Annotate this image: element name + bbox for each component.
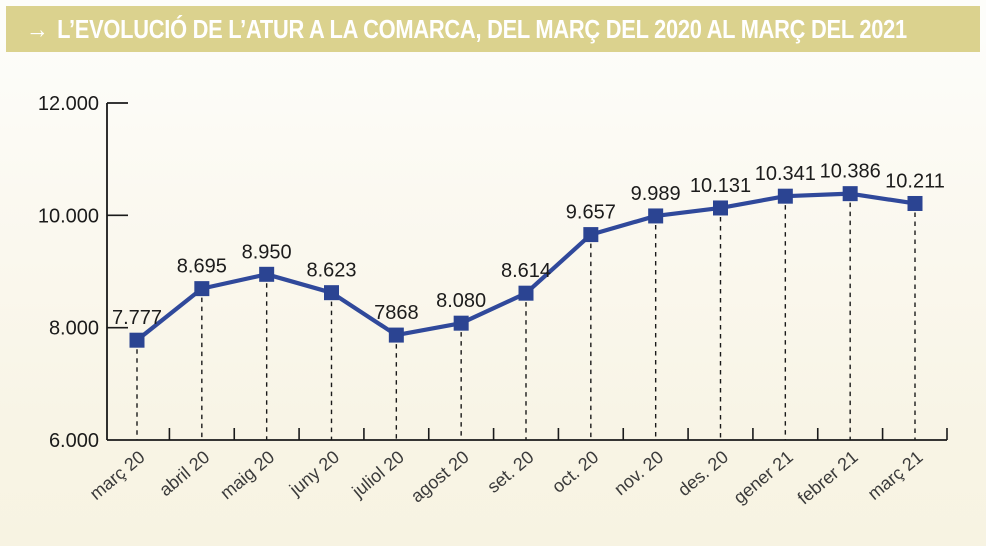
x-tick-label: abril 20 <box>155 447 213 500</box>
data-point-label: 10.386 <box>820 161 881 183</box>
arrow-right-icon: → <box>26 13 49 44</box>
y-tick-label: 6.000 <box>49 430 99 452</box>
x-tick-label: maig 20 <box>216 447 278 503</box>
y-tick-label: 8.000 <box>49 318 99 340</box>
x-tick-label: març 21 <box>864 447 927 504</box>
data-point-label: 10.211 <box>885 170 945 192</box>
chart-title: L’EVOLUCIÓ DE L’ATUR A LA COMARCA, DEL M… <box>57 14 907 44</box>
x-tick-label: des. 20 <box>674 447 732 500</box>
data-point-marker <box>777 188 793 204</box>
data-point-label: 10.131 <box>690 175 751 197</box>
data-point-marker <box>194 281 210 297</box>
data-point-label: 8.950 <box>242 241 292 263</box>
x-tick-label: agost 20 <box>407 447 473 507</box>
data-point-label: 7868 <box>374 302 419 324</box>
data-point-marker <box>713 200 728 216</box>
chart-svg: 12.000 10.000 8.000 6.000 7.777 8.695 8.950 8.6… <box>38 93 948 509</box>
data-point-label: 9.989 <box>631 183 681 205</box>
x-tick-label: gener 21 <box>730 447 797 508</box>
data-point-marker <box>907 195 923 211</box>
data-point-marker <box>453 315 469 331</box>
data-point-marker <box>842 186 858 202</box>
x-tick-label: febrer 21 <box>794 447 862 509</box>
x-tick-label: oct. 20 <box>548 447 602 497</box>
data-point-marker <box>648 208 664 224</box>
data-point-label: 8.614 <box>501 260 551 282</box>
y-tick-label: 10.000 <box>38 205 99 227</box>
x-tick-label: juny 20 <box>285 447 343 500</box>
data-point-label: 8.080 <box>436 290 486 312</box>
data-point-label: 9.657 <box>566 202 616 224</box>
data-point-marker <box>129 332 145 348</box>
x-tick-label: març 20 <box>86 447 149 504</box>
title-bar: → L’EVOLUCIÓ DE L’ATUR A LA COMARCA, DEL… <box>6 6 980 52</box>
x-tick-label: set. 20 <box>483 447 537 497</box>
title-inner: → L’EVOLUCIÓ DE L’ATUR A LA COMARCA, DEL… <box>26 13 907 44</box>
data-point-label: 8.623 <box>306 260 356 282</box>
data-point-marker <box>388 327 404 343</box>
chart-area: 12.000 10.000 8.000 6.000 7.777 8.695 8.950 8.6… <box>0 52 986 546</box>
data-point-label: 10.341 <box>755 163 816 185</box>
x-tick-label: juliol 20 <box>348 447 408 502</box>
data-point-label: 7.777 <box>112 307 162 329</box>
data-point-marker <box>583 227 599 243</box>
data-point-marker <box>324 285 339 301</box>
data-point-marker <box>259 266 275 282</box>
x-tick-label: nov. 20 <box>610 447 667 499</box>
data-point-marker <box>518 285 534 301</box>
data-point-label: 8.695 <box>177 256 227 278</box>
y-tick-label: 12.000 <box>38 93 99 115</box>
